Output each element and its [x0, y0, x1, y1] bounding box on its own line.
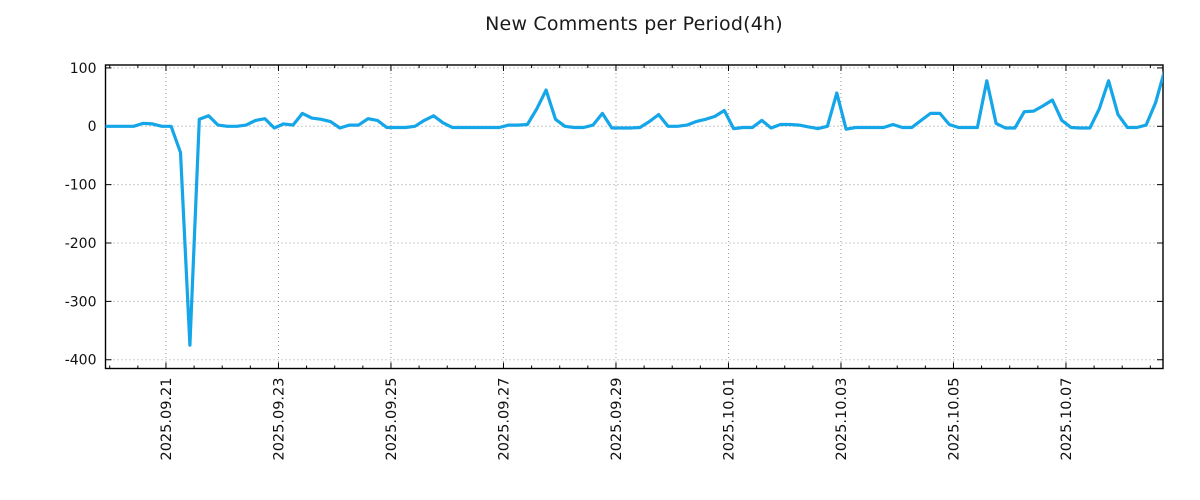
- y-tick-label: -300: [65, 294, 97, 310]
- y-tick-label: 0: [88, 119, 97, 135]
- y-tick-label: 100: [70, 61, 97, 77]
- y-tick-label: -100: [65, 178, 97, 194]
- x-tick-label: 2025.10.03: [834, 378, 850, 461]
- x-tick-label: 2025.09.21: [159, 378, 175, 461]
- x-tick-label: 2025.10.07: [1059, 378, 1075, 461]
- x-tick-label: 2025.09.29: [609, 378, 625, 461]
- plot-frame: [104, 64, 1164, 370]
- y-tick-label: -200: [65, 236, 97, 252]
- chart-title: New Comments per Period(4h): [485, 13, 783, 35]
- x-tick-label: 2025.09.27: [496, 378, 512, 461]
- series-line: [105, 70, 1163, 347]
- x-tick-label: 2025.09.25: [384, 378, 400, 461]
- y-tick-label: -400: [65, 353, 97, 369]
- x-tick-label: 2025.09.23: [271, 378, 287, 461]
- x-tick-label: 2025.10.01: [721, 378, 737, 461]
- x-tick-label: 2025.10.05: [946, 378, 962, 461]
